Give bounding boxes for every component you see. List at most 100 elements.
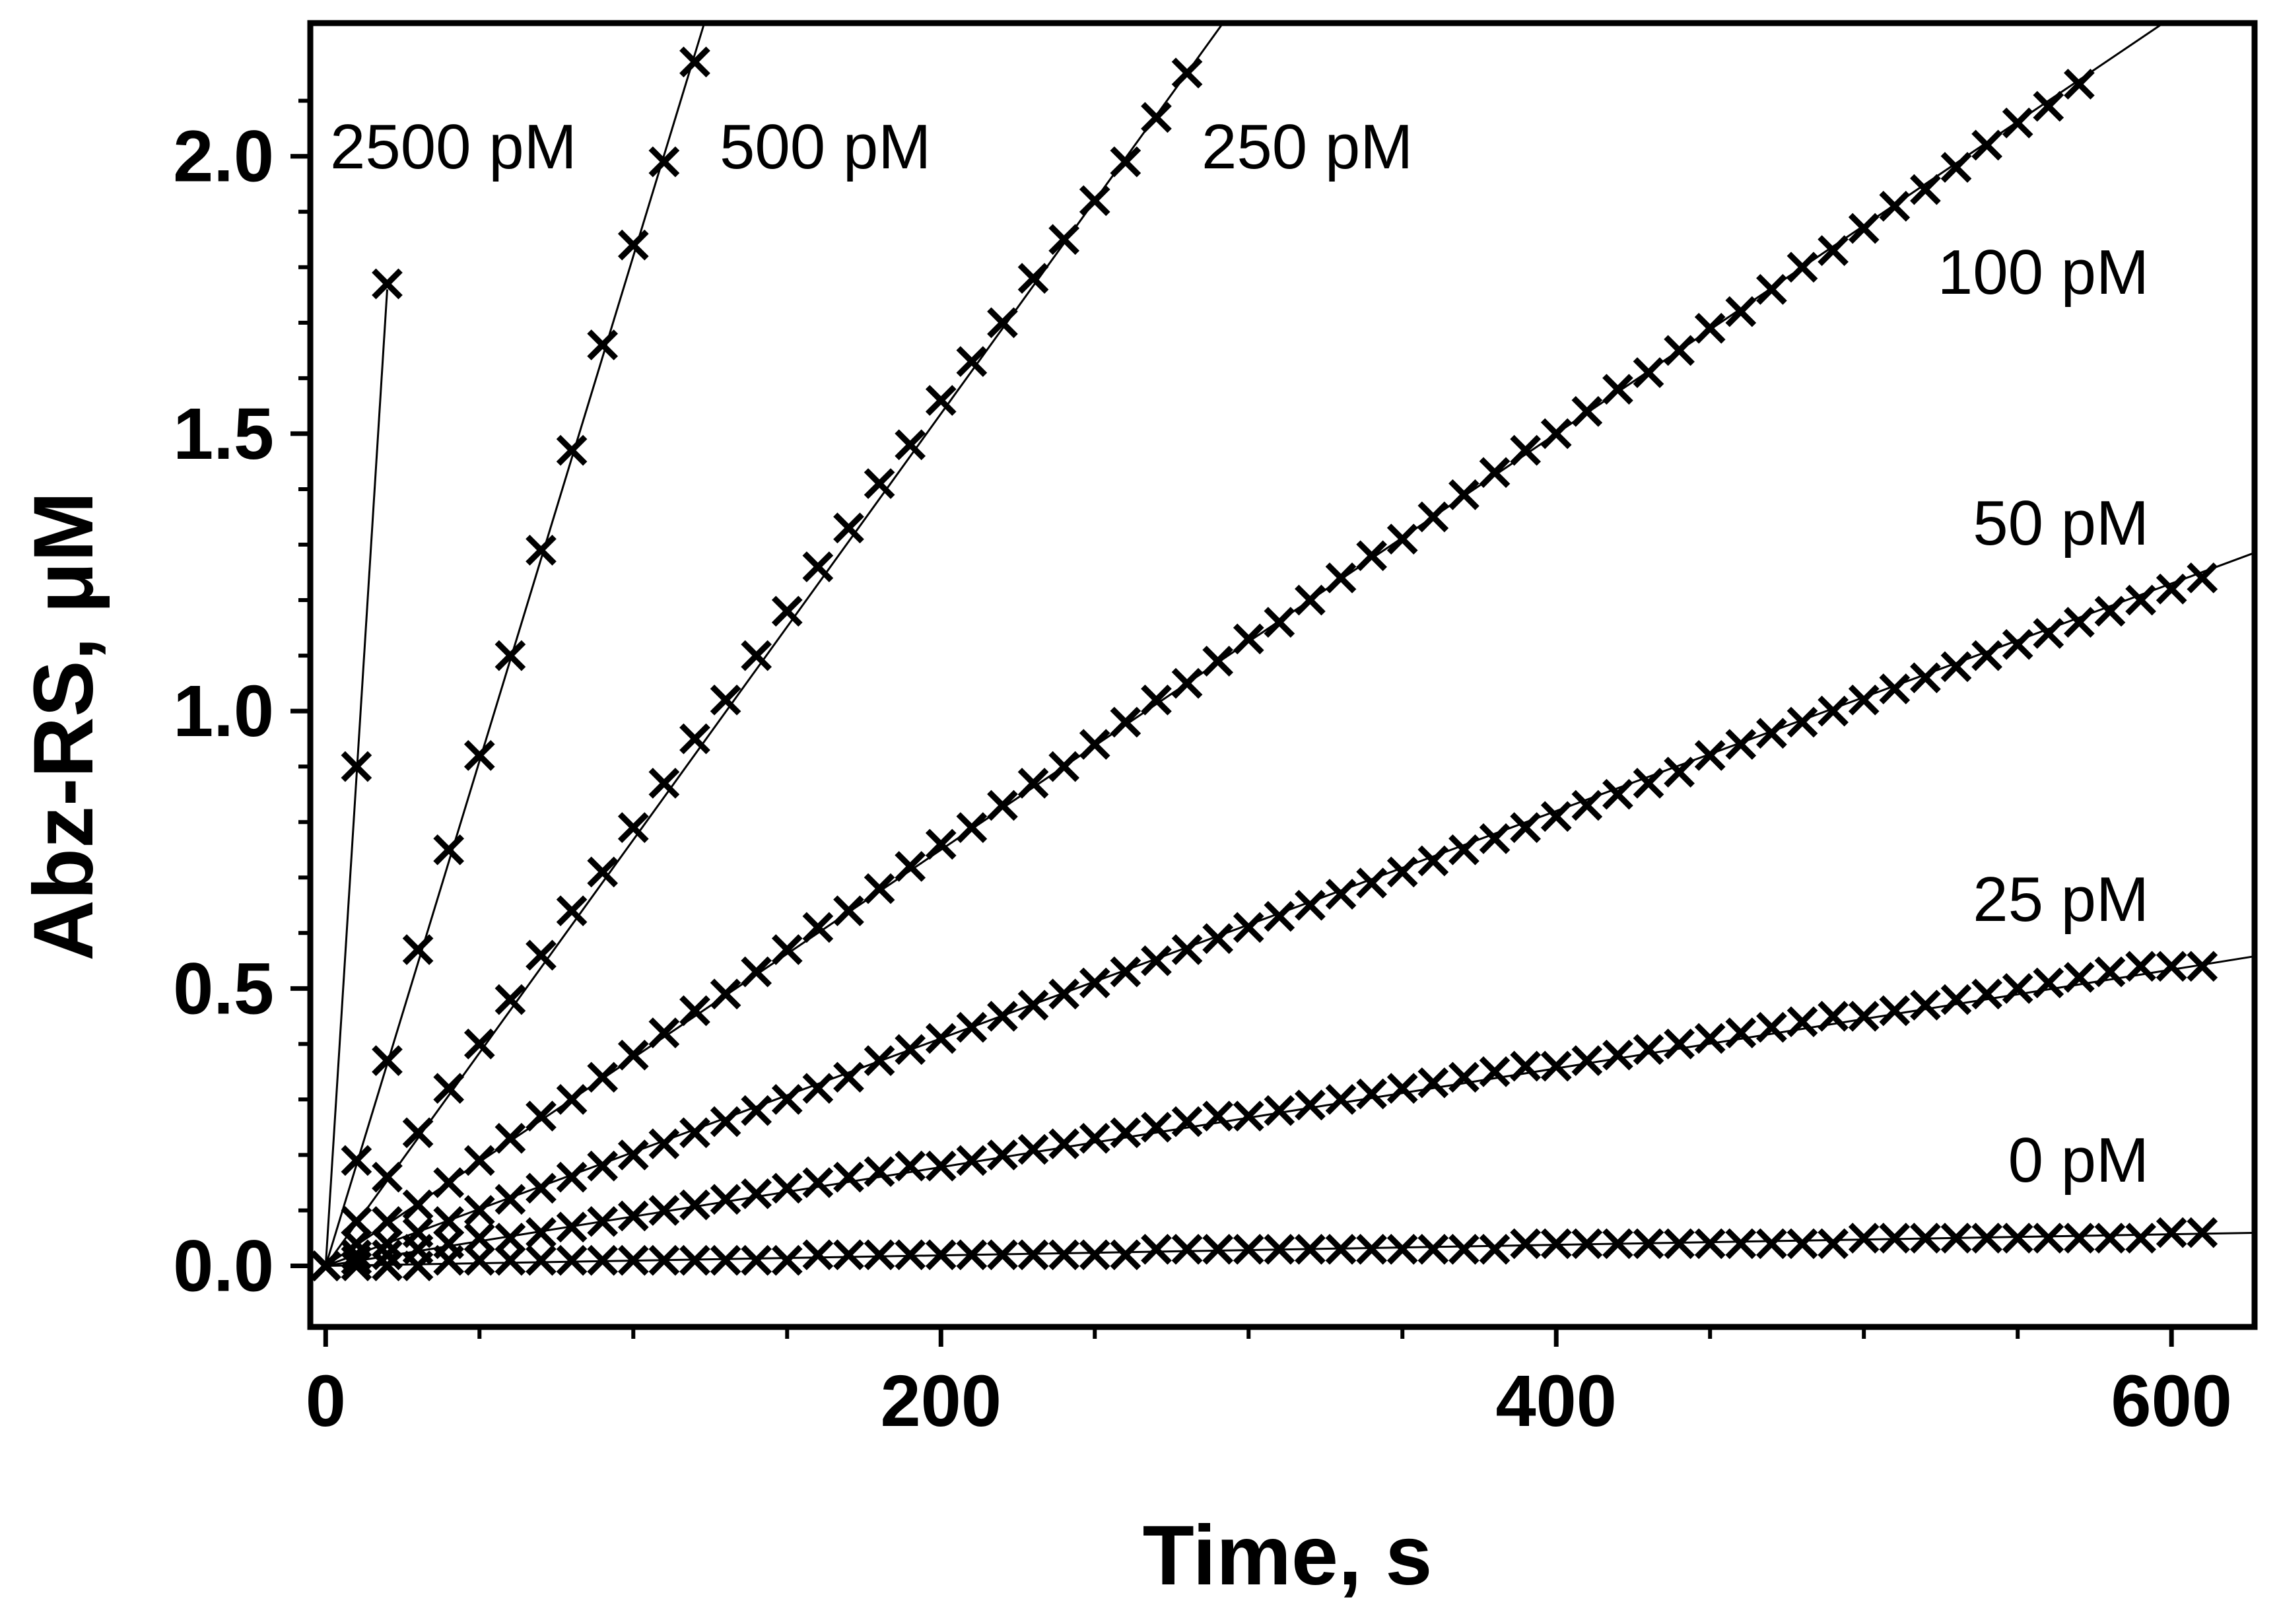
marker-stroke [1017,263,1049,294]
marker-stroke [494,1184,526,1215]
data-point [1386,856,1418,888]
marker-stroke [402,934,434,965]
data-point [1664,1228,1695,1260]
data-point [1417,845,1449,877]
marker-stroke [1417,845,1449,877]
data-point [1017,1133,1049,1165]
data-point [1079,1239,1110,1271]
marker-stroke [741,1095,772,1126]
marker-stroke [1971,1223,2002,1254]
marker-stroke [956,1239,988,1271]
marker-stroke [1202,1100,1234,1132]
data-point [2002,1223,2033,1254]
data-point [1725,1017,1757,1048]
marker-stroke [833,1062,864,1093]
data-point [1664,1029,1695,1060]
data-point [556,1084,588,1115]
marker-stroke [1110,706,1141,738]
marker-stroke [1233,623,1264,655]
data-point [587,856,619,888]
plot-frame [307,20,2258,1330]
marker-stroke [771,1244,803,1276]
marker-stroke [648,146,680,178]
data-markers [310,46,2218,1281]
data-point [433,1205,465,1237]
data-point [2187,951,2218,982]
marker-stroke [1233,1233,1264,1265]
data-point [433,1244,465,1276]
data-point [710,1244,741,1276]
data-point [1571,1228,1603,1260]
data-point [1664,335,1695,366]
data-point [1048,1128,1080,1160]
marker-stroke [1017,990,1049,1021]
data-point [617,1200,649,1232]
marker-stroke [1664,335,1695,366]
marker-stroke [1786,1006,1818,1038]
data-point [925,1239,957,1271]
marker-stroke [925,385,957,416]
marker-stroke [617,1200,649,1232]
marker-stroke [1818,695,1849,727]
marker-stroke [1202,1233,1234,1265]
marker-stroke [1879,995,1911,1027]
data-point [1079,967,1110,999]
data-point [1694,739,1726,771]
data-point [1017,263,1049,294]
data-point [648,1017,680,1048]
marker-stroke [556,1211,588,1243]
marker-stroke [1171,1106,1203,1137]
marker-stroke [1479,457,1511,489]
data-point [710,1184,741,1215]
data-point [1356,1078,1387,1110]
data-point [987,307,1018,339]
data-point [2156,573,2187,605]
data-point [1510,1228,1541,1260]
series-labels: 2500 pM 500 pM 250 pM 100 pM 50 pM 25 pM 0 pM [330,112,2149,1196]
marker-stroke [1818,1228,1849,1260]
data-point [1818,235,1849,266]
data-point [833,895,864,927]
marker-stroke [679,1117,710,1149]
marker-stroke [1325,1233,1357,1265]
data-point [1141,102,1172,133]
marker-stroke [556,434,588,466]
data-point [1971,978,2002,1010]
marker-stroke [556,1084,588,1115]
data-point [1756,1011,1787,1043]
marker-stroke [2064,962,2095,993]
marker-stroke [1786,1228,1818,1260]
data-point [587,1150,619,1182]
marker-stroke [771,934,803,965]
data-point [833,1062,864,1093]
data-point [2187,562,2218,593]
data-point [1786,1006,1818,1038]
data-point [741,640,772,671]
marker-stroke [648,1195,680,1226]
data-point [2002,628,2033,660]
marker-stroke [1540,1228,1572,1260]
marker-stroke [741,1244,772,1276]
marker-stroke [864,1156,895,1188]
data-point [956,1239,988,1271]
data-point [341,1244,372,1276]
marker-stroke [802,551,834,582]
marker-stroke [310,1250,341,1281]
marker-stroke [1141,1112,1172,1143]
data-point [710,978,741,1010]
marker-stroke [1756,1228,1787,1260]
data-point [1510,812,1541,843]
y-tick-label: 2.0 [173,116,274,197]
series-label: 0 pM [2008,1125,2149,1196]
data-point [1971,129,2002,161]
marker-stroke [2033,618,2064,649]
fit-line [325,1231,2255,1268]
marker-stroke [1756,718,1787,749]
data-point [2064,69,2095,100]
marker-stroke [1848,213,1880,244]
data-point [648,146,680,178]
marker-stroke [526,535,557,566]
data-point [741,956,772,988]
marker-stroke [1848,684,1880,716]
data-point [802,912,834,943]
